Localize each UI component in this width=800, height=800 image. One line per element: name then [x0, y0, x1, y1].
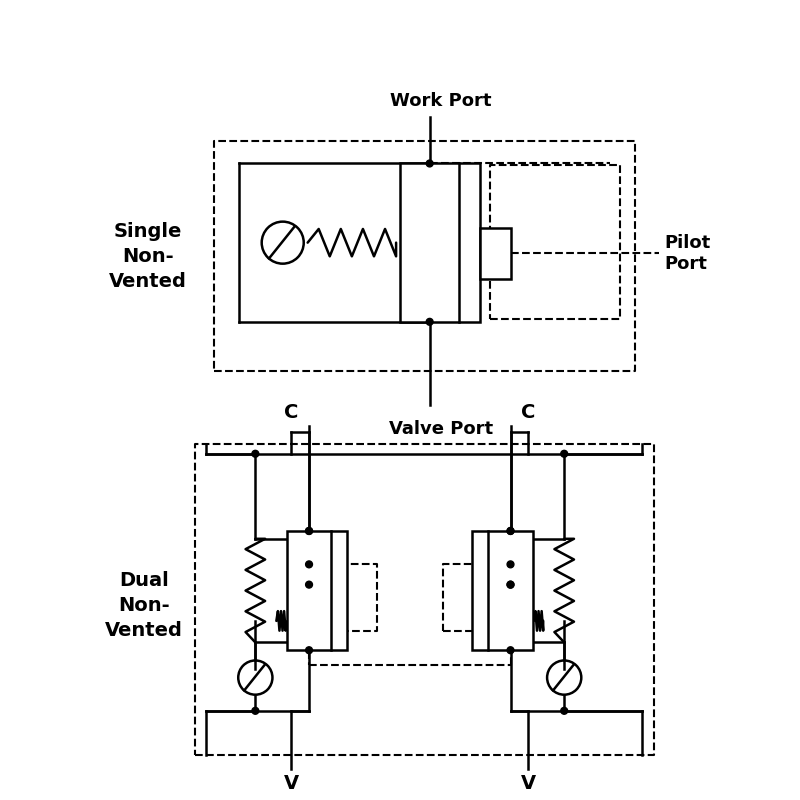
Text: Work Port: Work Port — [390, 92, 492, 110]
Text: C: C — [284, 403, 298, 422]
Circle shape — [306, 527, 313, 534]
Circle shape — [561, 450, 568, 457]
Circle shape — [426, 318, 433, 326]
Circle shape — [507, 582, 514, 588]
Circle shape — [507, 527, 514, 534]
Bar — [286, 531, 347, 650]
Circle shape — [507, 646, 514, 654]
Circle shape — [507, 527, 514, 534]
Text: V: V — [521, 774, 536, 794]
Circle shape — [426, 160, 433, 167]
Text: Valve Port: Valve Port — [389, 419, 493, 438]
Circle shape — [306, 582, 313, 588]
Bar — [472, 531, 533, 650]
Circle shape — [306, 561, 313, 568]
Circle shape — [252, 707, 258, 714]
Bar — [400, 163, 480, 322]
Text: Single
Non-
Vented: Single Non- Vented — [109, 222, 186, 291]
Circle shape — [306, 646, 313, 654]
Bar — [480, 228, 511, 279]
Circle shape — [306, 527, 313, 534]
Text: C: C — [521, 403, 535, 422]
Text: Pilot
Port: Pilot Port — [664, 234, 710, 273]
Circle shape — [507, 561, 514, 568]
Text: V: V — [284, 774, 299, 794]
Text: Dual
Non-
Vented: Dual Non- Vented — [105, 570, 183, 640]
Circle shape — [561, 707, 568, 714]
Circle shape — [507, 582, 514, 588]
Circle shape — [252, 450, 258, 457]
